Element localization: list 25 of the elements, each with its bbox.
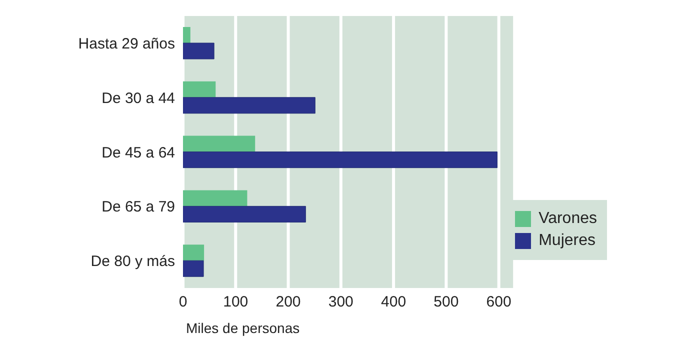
- x-tick-label: 600: [486, 294, 512, 311]
- bar: [183, 260, 204, 277]
- bar: [183, 244, 204, 261]
- legend-label: Mujeres: [538, 232, 596, 250]
- y-tick-label: De 45 a 64: [102, 144, 175, 162]
- bar: [183, 206, 306, 222]
- x-tick-label: 100: [223, 294, 248, 311]
- bar: [183, 152, 498, 168]
- x-tick-label: 500: [434, 294, 459, 311]
- bar: [183, 81, 216, 98]
- bar: [183, 27, 190, 43]
- legend-label: Varones: [538, 210, 597, 228]
- bar: [183, 136, 256, 152]
- x-tick-label: 200: [276, 294, 301, 311]
- y-tick-label: De 65 a 79: [102, 198, 175, 216]
- x-axis-title: Miles de personas: [186, 320, 300, 336]
- bar: [183, 190, 248, 206]
- y-tick-label: De 80 y más: [90, 253, 175, 270]
- y-tick-label: Hasta 29 años: [78, 36, 175, 53]
- bar: [183, 42, 214, 60]
- x-tick-label: 400: [381, 294, 406, 311]
- bar: [183, 97, 316, 114]
- y-tick-label: De 30 a 44: [102, 90, 175, 107]
- x-tick-label: 0: [178, 294, 188, 311]
- x-tick-label: 300: [328, 294, 354, 311]
